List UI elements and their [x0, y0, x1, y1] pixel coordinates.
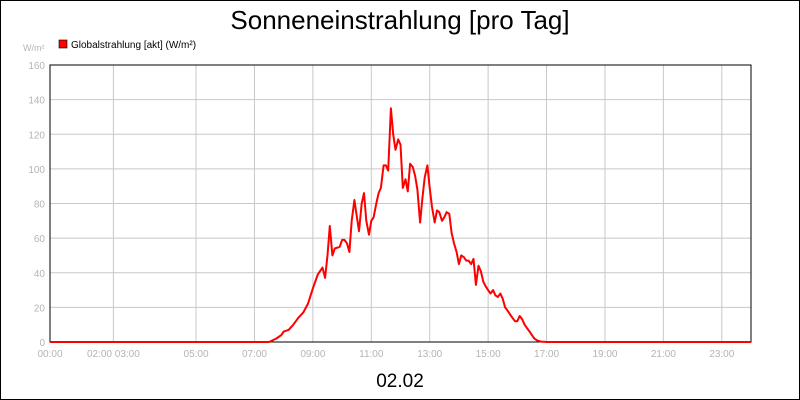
x-tick-label: 00:00	[37, 349, 62, 360]
x-tick-label: 15:00	[476, 349, 501, 360]
y-tick-label: 40	[34, 269, 46, 280]
y-tick-label: 80	[34, 200, 46, 211]
x-tick-label: 09:00	[300, 349, 325, 360]
x-tick-label: 02:00 03:00	[87, 349, 140, 360]
legend-label: Globalstrahlung [akt] (W/m²)	[71, 40, 196, 51]
x-tick-label: 21:00	[651, 349, 676, 360]
series-line-globalstrahlung	[50, 107, 751, 343]
plot-area	[49, 64, 752, 343]
x-tick-label: 07:00	[242, 349, 267, 360]
x-tick-label: 11:00	[359, 349, 384, 360]
y-tick-labels: 0 20 40 60 80 100 120 140 160	[28, 61, 45, 349]
x-tick-label: 19:00	[592, 349, 617, 360]
y-axis-unit: W/m²	[23, 43, 45, 53]
x-tick-labels: 00:00 02:00 03:00 05:00 07:00 09:00 11:00 13:0…	[37, 349, 734, 360]
legend: Globalstrahlung [akt] (W/m²)	[58, 39, 196, 51]
x-tick-label: 17:00	[534, 349, 559, 360]
y-tick-label: 20	[34, 303, 46, 314]
x-tick-label: 05:00	[184, 349, 209, 360]
chart-title: Sonneneinstrahlung [pro Tag]	[230, 5, 569, 35]
y-tick-label: 140	[28, 96, 45, 107]
y-tick-label: 160	[28, 61, 45, 72]
grid	[49, 64, 751, 343]
y-tick-label: 120	[28, 130, 45, 141]
date-label: 02.02	[376, 371, 424, 392]
y-tick-label: 60	[34, 234, 46, 245]
x-tick-label: 13:00	[417, 349, 442, 360]
y-tick-label: 0	[39, 338, 45, 349]
x-tick-label: 23:00	[709, 349, 734, 360]
y-tick-label: 100	[28, 165, 45, 176]
legend-swatch	[58, 39, 68, 49]
